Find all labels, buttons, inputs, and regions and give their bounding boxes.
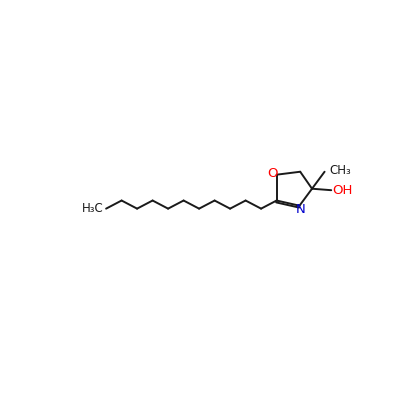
Text: N: N bbox=[296, 203, 306, 216]
Text: OH: OH bbox=[332, 184, 353, 198]
Text: CH₃: CH₃ bbox=[330, 164, 352, 177]
Text: O: O bbox=[267, 168, 278, 180]
Text: H₃C: H₃C bbox=[82, 202, 104, 215]
